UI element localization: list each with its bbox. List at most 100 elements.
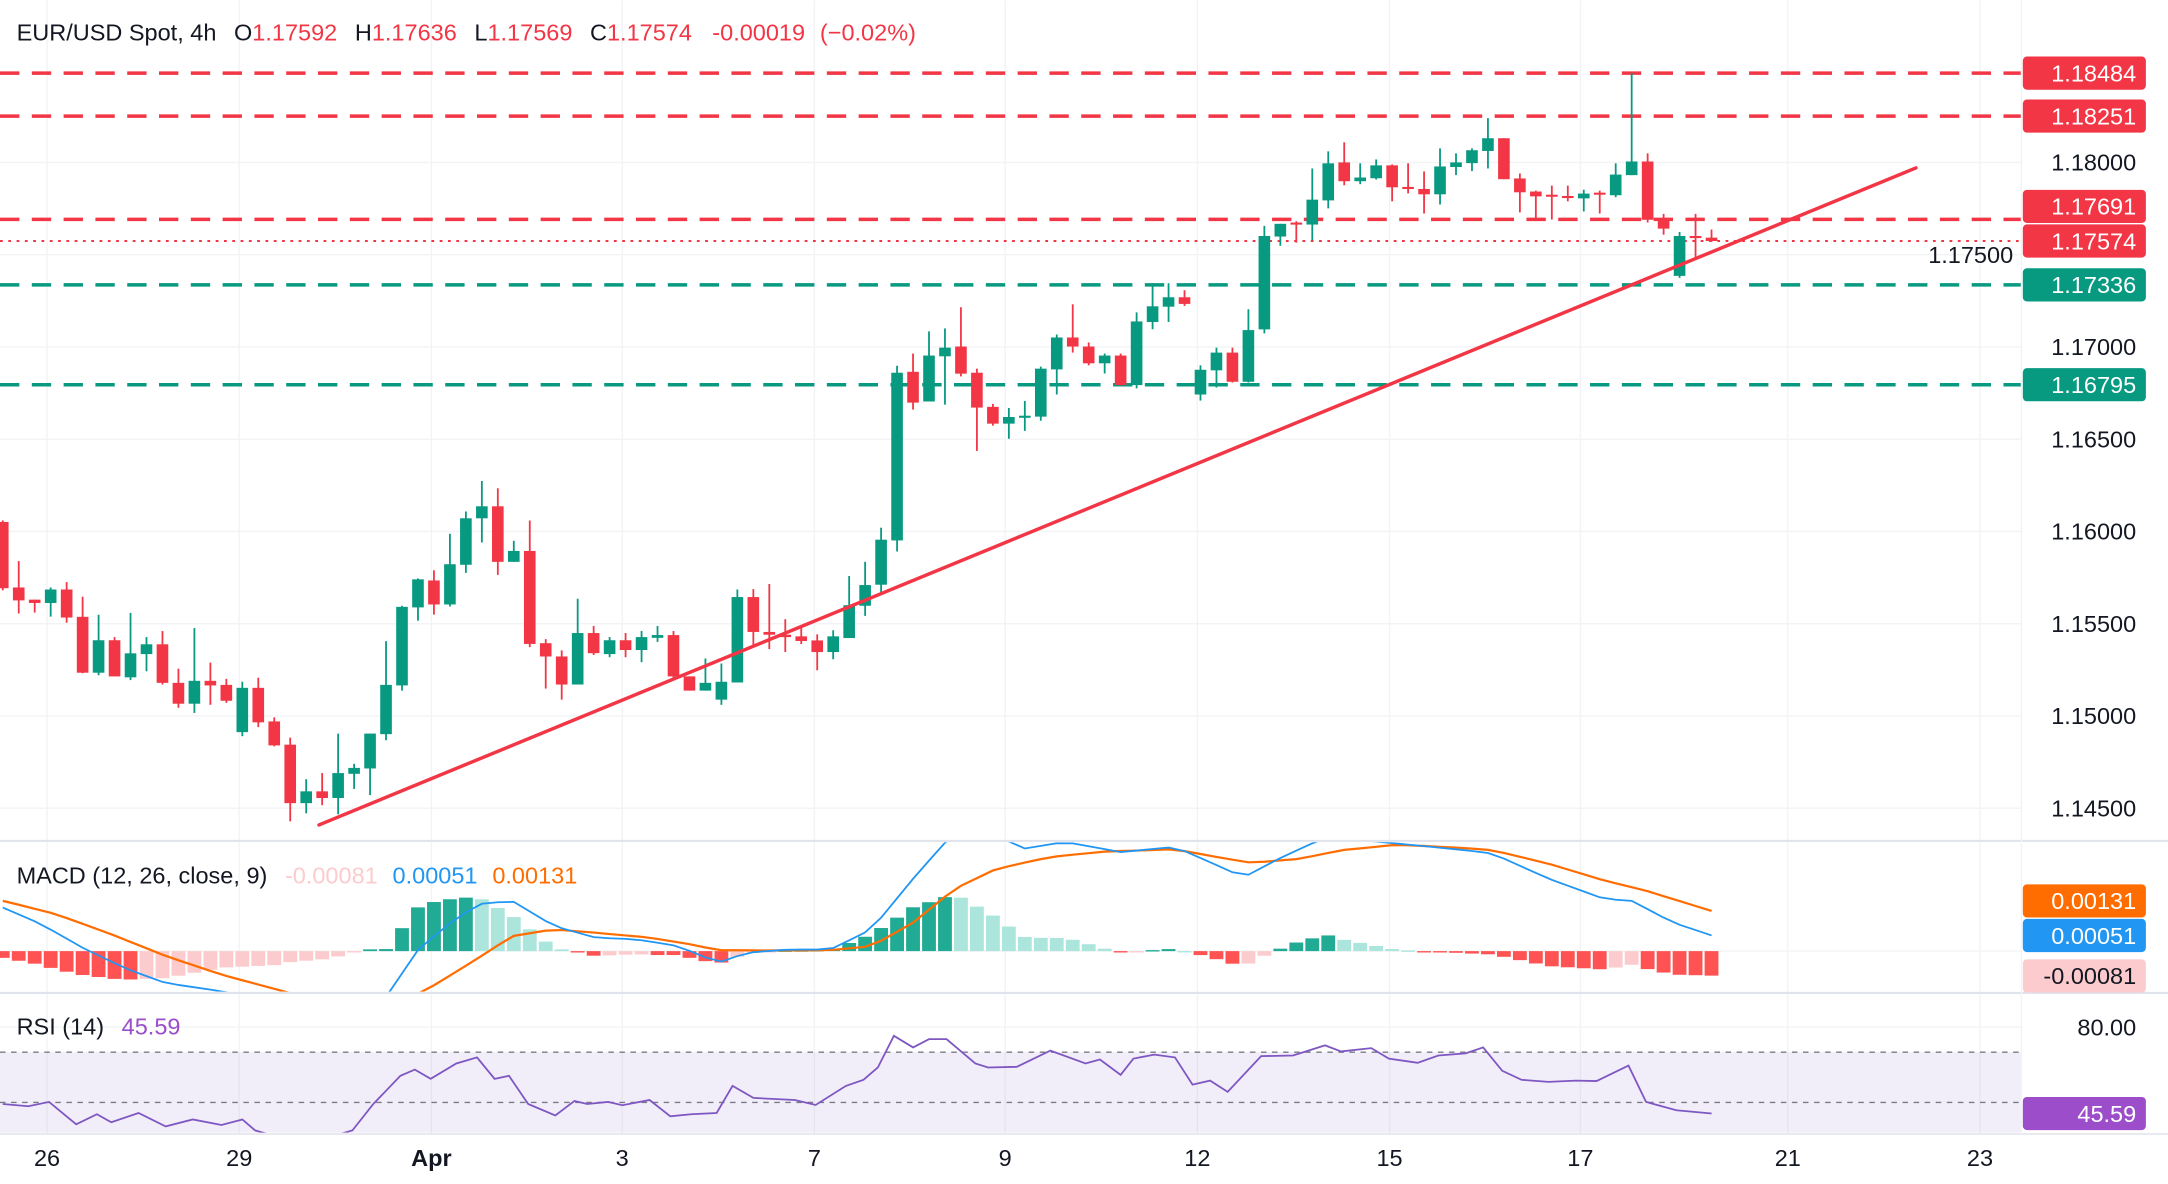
rsi-pane[interactable] — [0, 1034, 2022, 1153]
candle-body — [555, 656, 568, 685]
candle-body — [603, 640, 616, 655]
candle-body — [635, 637, 648, 651]
rsi-title[interactable]: RSI (14) — [17, 1013, 105, 1039]
candle — [699, 658, 712, 691]
candle — [571, 598, 584, 685]
candle — [92, 614, 105, 676]
time-axis-label: 17 — [1567, 1145, 1593, 1171]
candle — [44, 587, 57, 617]
macd-histogram-bar — [1688, 951, 1703, 976]
macd-pane[interactable] — [0, 832, 1719, 1006]
candle — [1514, 173, 1526, 213]
candle — [444, 533, 456, 607]
candle-body — [507, 550, 520, 562]
candle-body — [1673, 236, 1686, 276]
candle — [1657, 213, 1670, 235]
candle — [1306, 168, 1319, 241]
macd-histogram-bar — [235, 951, 250, 967]
macd-signal-value: 0.00131 — [492, 863, 577, 889]
macd-histogram-bar — [1353, 942, 1368, 952]
macd-histogram-bar — [1417, 951, 1431, 953]
open-value: 1.17592 — [252, 19, 337, 45]
macd-histogram-bar — [698, 951, 713, 962]
candle — [0, 520, 9, 591]
candle — [1290, 221, 1303, 243]
legend-main: EUR/USD Spot, 4h O1.17592 H1.17636 L1.17… — [17, 19, 916, 45]
macd-histogram-bar — [299, 951, 314, 961]
candle — [651, 626, 664, 642]
macd-histogram-bar — [474, 899, 489, 952]
candle — [603, 637, 616, 658]
candle — [507, 540, 520, 562]
trendline[interactable] — [317, 166, 1918, 827]
candle-body — [1609, 174, 1622, 196]
candle — [300, 779, 312, 814]
price-axis[interactable]: 1.18000 1.17500 1.17000 1.16500 1.16000 1.155… — [1928, 150, 2136, 1041]
candle-body — [875, 539, 887, 585]
candle-body — [779, 634, 792, 638]
price-pane[interactable] — [0, 71, 2022, 827]
macd-histogram-bar — [1017, 936, 1032, 952]
macd-histogram-bar — [618, 951, 633, 955]
candle — [1498, 138, 1510, 180]
candle-body — [236, 687, 249, 733]
symbol-title[interactable]: EUR/USD Spot, 4h — [17, 19, 217, 45]
candle-body — [412, 579, 424, 608]
rsi-legend: RSI (14) 45.59 — [17, 1013, 181, 1039]
price-tag-bg — [2022, 368, 2146, 402]
macd-histogram-tag: -0.00081 — [2022, 959, 2146, 993]
candle — [1593, 190, 1606, 214]
candle — [795, 627, 808, 645]
candle-body — [284, 744, 297, 804]
candle-body — [1082, 346, 1095, 364]
candle-body — [1434, 166, 1446, 195]
candle-body — [460, 518, 472, 565]
candle-body — [92, 640, 105, 673]
candle — [1274, 223, 1287, 246]
candle-body — [1034, 368, 1047, 417]
macd-histogram-bar — [634, 951, 649, 955]
candle — [284, 737, 297, 822]
macd-histogram-bar — [1209, 951, 1224, 960]
candle — [971, 368, 983, 451]
candle — [987, 403, 999, 426]
candle-body — [1450, 162, 1462, 168]
macd-histogram-bar — [570, 951, 585, 953]
macd-histogram-bar — [890, 917, 904, 952]
macd-histogram-bar — [1193, 951, 1208, 956]
price-tag-bg — [2022, 99, 2146, 133]
candle-body — [827, 636, 839, 653]
macd-histogram-bar — [363, 949, 377, 952]
rsi-line — [2, 1034, 1712, 1133]
candle-body — [428, 580, 440, 605]
candle — [1689, 213, 1702, 260]
price-tag: 1.17574 — [2022, 224, 2146, 258]
candle — [140, 637, 153, 672]
macd-histogram-bar — [203, 951, 218, 970]
close-value: 1.17574 — [607, 19, 692, 45]
candle-body — [1019, 415, 1031, 418]
macd-title[interactable]: MACD (12, 26, close, 9) — [17, 863, 268, 889]
price-tick-label: 1.15000 — [2051, 703, 2136, 729]
candle — [1402, 163, 1414, 194]
candle — [715, 663, 728, 705]
candle-body — [1705, 237, 1718, 241]
candle-body — [1577, 193, 1590, 199]
macd-histogram-bar — [1273, 948, 1288, 952]
macd-histogram-bar — [427, 902, 441, 952]
candle-body — [1498, 138, 1510, 180]
time-axis[interactable]: 26 29 Apr 3 7 9 12 15 17 21 23 — [34, 1145, 1993, 1171]
time-axis-label: 29 — [226, 1145, 252, 1171]
candle — [1354, 163, 1366, 185]
candles — [0, 73, 1718, 822]
candle — [1322, 151, 1335, 209]
candle-body — [1130, 321, 1143, 386]
price-tag: 1.18484 — [2022, 56, 2146, 90]
candle-body — [1466, 150, 1478, 164]
candle-body — [156, 644, 169, 683]
time-axis-label: 21 — [1775, 1145, 1801, 1171]
candle-body — [444, 564, 456, 605]
candle-body — [523, 550, 536, 644]
candle-body — [1162, 297, 1175, 307]
candle-body — [1178, 297, 1191, 304]
